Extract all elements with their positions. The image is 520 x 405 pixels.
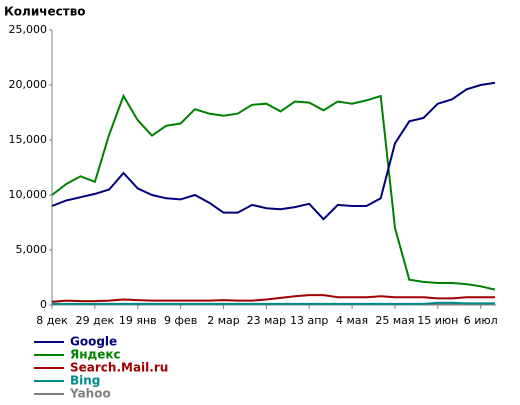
x-tick-label: 19 янв — [119, 314, 157, 327]
x-tick-label: 6 июл — [464, 314, 498, 327]
series-line — [51, 294, 495, 303]
legend-label: Yahoo — [69, 387, 111, 401]
x-tick-label: 8 дек — [36, 314, 68, 327]
series-line — [51, 81, 496, 221]
legend-label: Яндекс — [70, 348, 121, 362]
legend-label: Google — [70, 335, 117, 349]
chart-title: Количество — [4, 5, 86, 19]
x-tick-label: 25 мая — [375, 314, 414, 327]
y-tick-label: 5,000 — [16, 243, 48, 256]
y-tick-label: 0 — [40, 298, 47, 311]
y-tick-label: 20,000 — [9, 78, 48, 91]
y-tick-label: 10,000 — [9, 188, 48, 201]
x-tick-label: 29 дек — [76, 314, 115, 327]
x-tick-label: 13 апр — [290, 314, 328, 327]
series-line — [52, 301, 495, 305]
y-tick-label: 15,000 — [9, 133, 48, 146]
legend-label: Bing — [70, 374, 100, 388]
x-tick-label: 15 июн — [417, 314, 458, 327]
x-tick-label: 4 мая — [336, 314, 368, 327]
x-tick-label: 9 фев — [164, 314, 197, 327]
series-line — [51, 93, 496, 291]
x-tick-label: 2 мар — [207, 314, 240, 327]
legend-label: Search.Mail.ru — [70, 361, 168, 375]
y-tick-label: 25,000 — [9, 23, 48, 36]
x-tick-label: 23 мар — [247, 314, 287, 327]
